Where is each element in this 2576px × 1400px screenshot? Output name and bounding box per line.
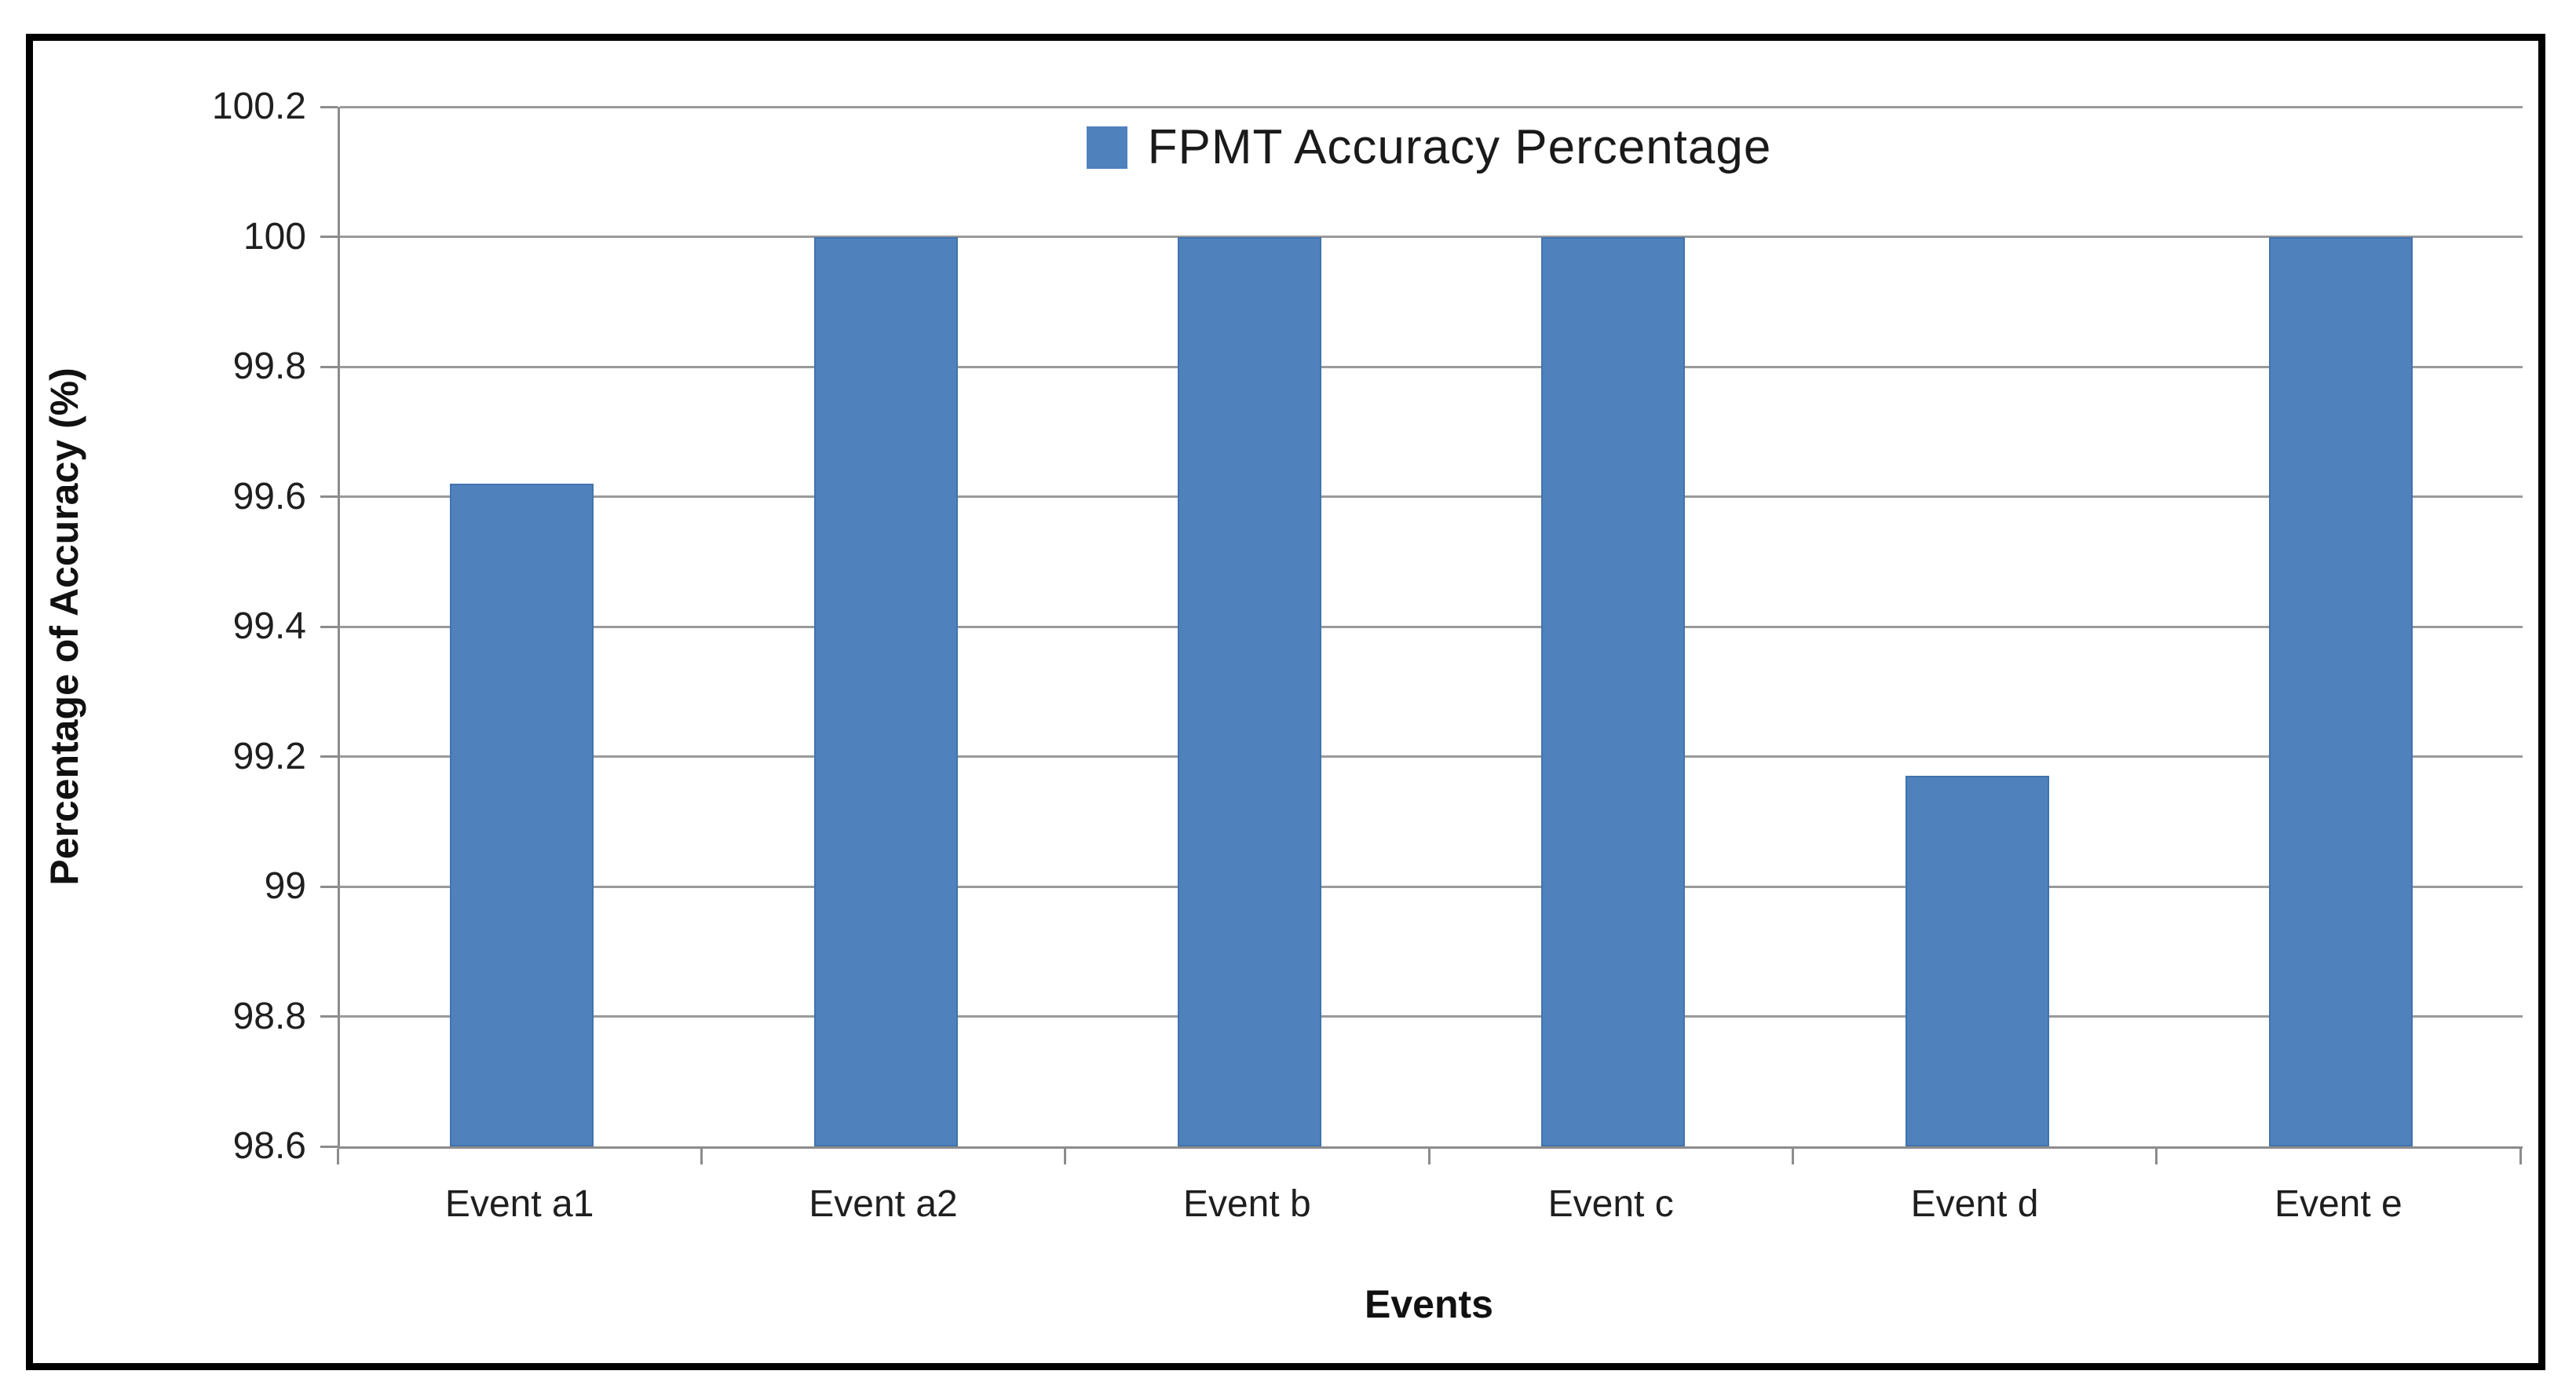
y-tick-label-99.2: 99.2: [232, 735, 306, 777]
y-tick-mark-98.6: [320, 1145, 338, 1148]
x-tick-mark-4: [1791, 1149, 1794, 1164]
plot-area: [338, 105, 2523, 1149]
bar-event-b: [1177, 236, 1321, 1146]
x-axis-title: Events: [1365, 1282, 1493, 1326]
y-tick-label-99.6: 99.6: [232, 475, 306, 517]
gridline-y-99: [340, 885, 2523, 888]
bar-event-a1: [450, 483, 594, 1146]
y-tick-label-99: 99: [264, 865, 306, 907]
y-tick-mark-100.2: [320, 105, 338, 108]
y-tick-mark-99.2: [320, 755, 338, 758]
y-tick-mark-100: [320, 236, 338, 238]
bar-event-a2: [813, 236, 958, 1146]
y-tick-mark-99.8: [320, 365, 338, 368]
y-tick-label-99.4: 99.4: [232, 605, 306, 647]
bar-event-d: [1905, 776, 2049, 1146]
y-tick-mark-99: [320, 885, 338, 888]
gridline-y-99.4: [340, 625, 2523, 628]
legend-marker-square-icon: [1086, 126, 1127, 169]
y-tick-mark-99.4: [320, 625, 338, 628]
bar-event-c: [1541, 236, 1686, 1146]
x-tick-mark-6: [2519, 1149, 2522, 1164]
x-tick-label-event-d: Event d: [1910, 1183, 2039, 1225]
gridline-y-98.8: [340, 1015, 2523, 1018]
gridline-layer: [340, 105, 2523, 1146]
bar-event-e: [2268, 236, 2413, 1146]
bar-layer: [340, 107, 2523, 1146]
x-tick-mark-2: [1064, 1149, 1067, 1164]
gridline-y-99.8: [340, 365, 2523, 368]
y-tick-label-98.8: 98.8: [232, 995, 306, 1037]
x-tick-mark-5: [2155, 1149, 2158, 1164]
x-tick-mark-1: [700, 1149, 703, 1164]
x-tick-label-event-c: Event c: [1547, 1183, 1674, 1225]
x-tick-mark-3: [1427, 1149, 1431, 1164]
legend-label: FPMT Accuracy Percentage: [1147, 120, 1772, 174]
gridline-y-99.6: [340, 495, 2523, 498]
gridline-y-99.2: [340, 755, 2523, 758]
x-tick-mark-0: [336, 1149, 339, 1164]
x-tick-label-event-b: Event b: [1182, 1183, 1311, 1225]
x-tick-label-event-a1: Event a1: [444, 1183, 594, 1225]
y-tick-label-98.6: 98.6: [232, 1125, 306, 1167]
x-tick-label-event-a2: Event a2: [809, 1183, 958, 1225]
y-tick-mark-99.6: [320, 495, 338, 498]
y-tick-label-100.2: 100.2: [211, 86, 306, 127]
gridline-y-100.2: [340, 105, 2523, 108]
x-tick-label-event-e: Event e: [2274, 1183, 2402, 1225]
legend: FPMT Accuracy Percentage: [338, 119, 2520, 175]
y-tick-label-100: 100: [243, 215, 306, 258]
y-tick-label-99.8: 99.8: [232, 345, 306, 387]
gridline-y-100: [340, 236, 2523, 238]
y-tick-mark-98.8: [320, 1015, 338, 1018]
